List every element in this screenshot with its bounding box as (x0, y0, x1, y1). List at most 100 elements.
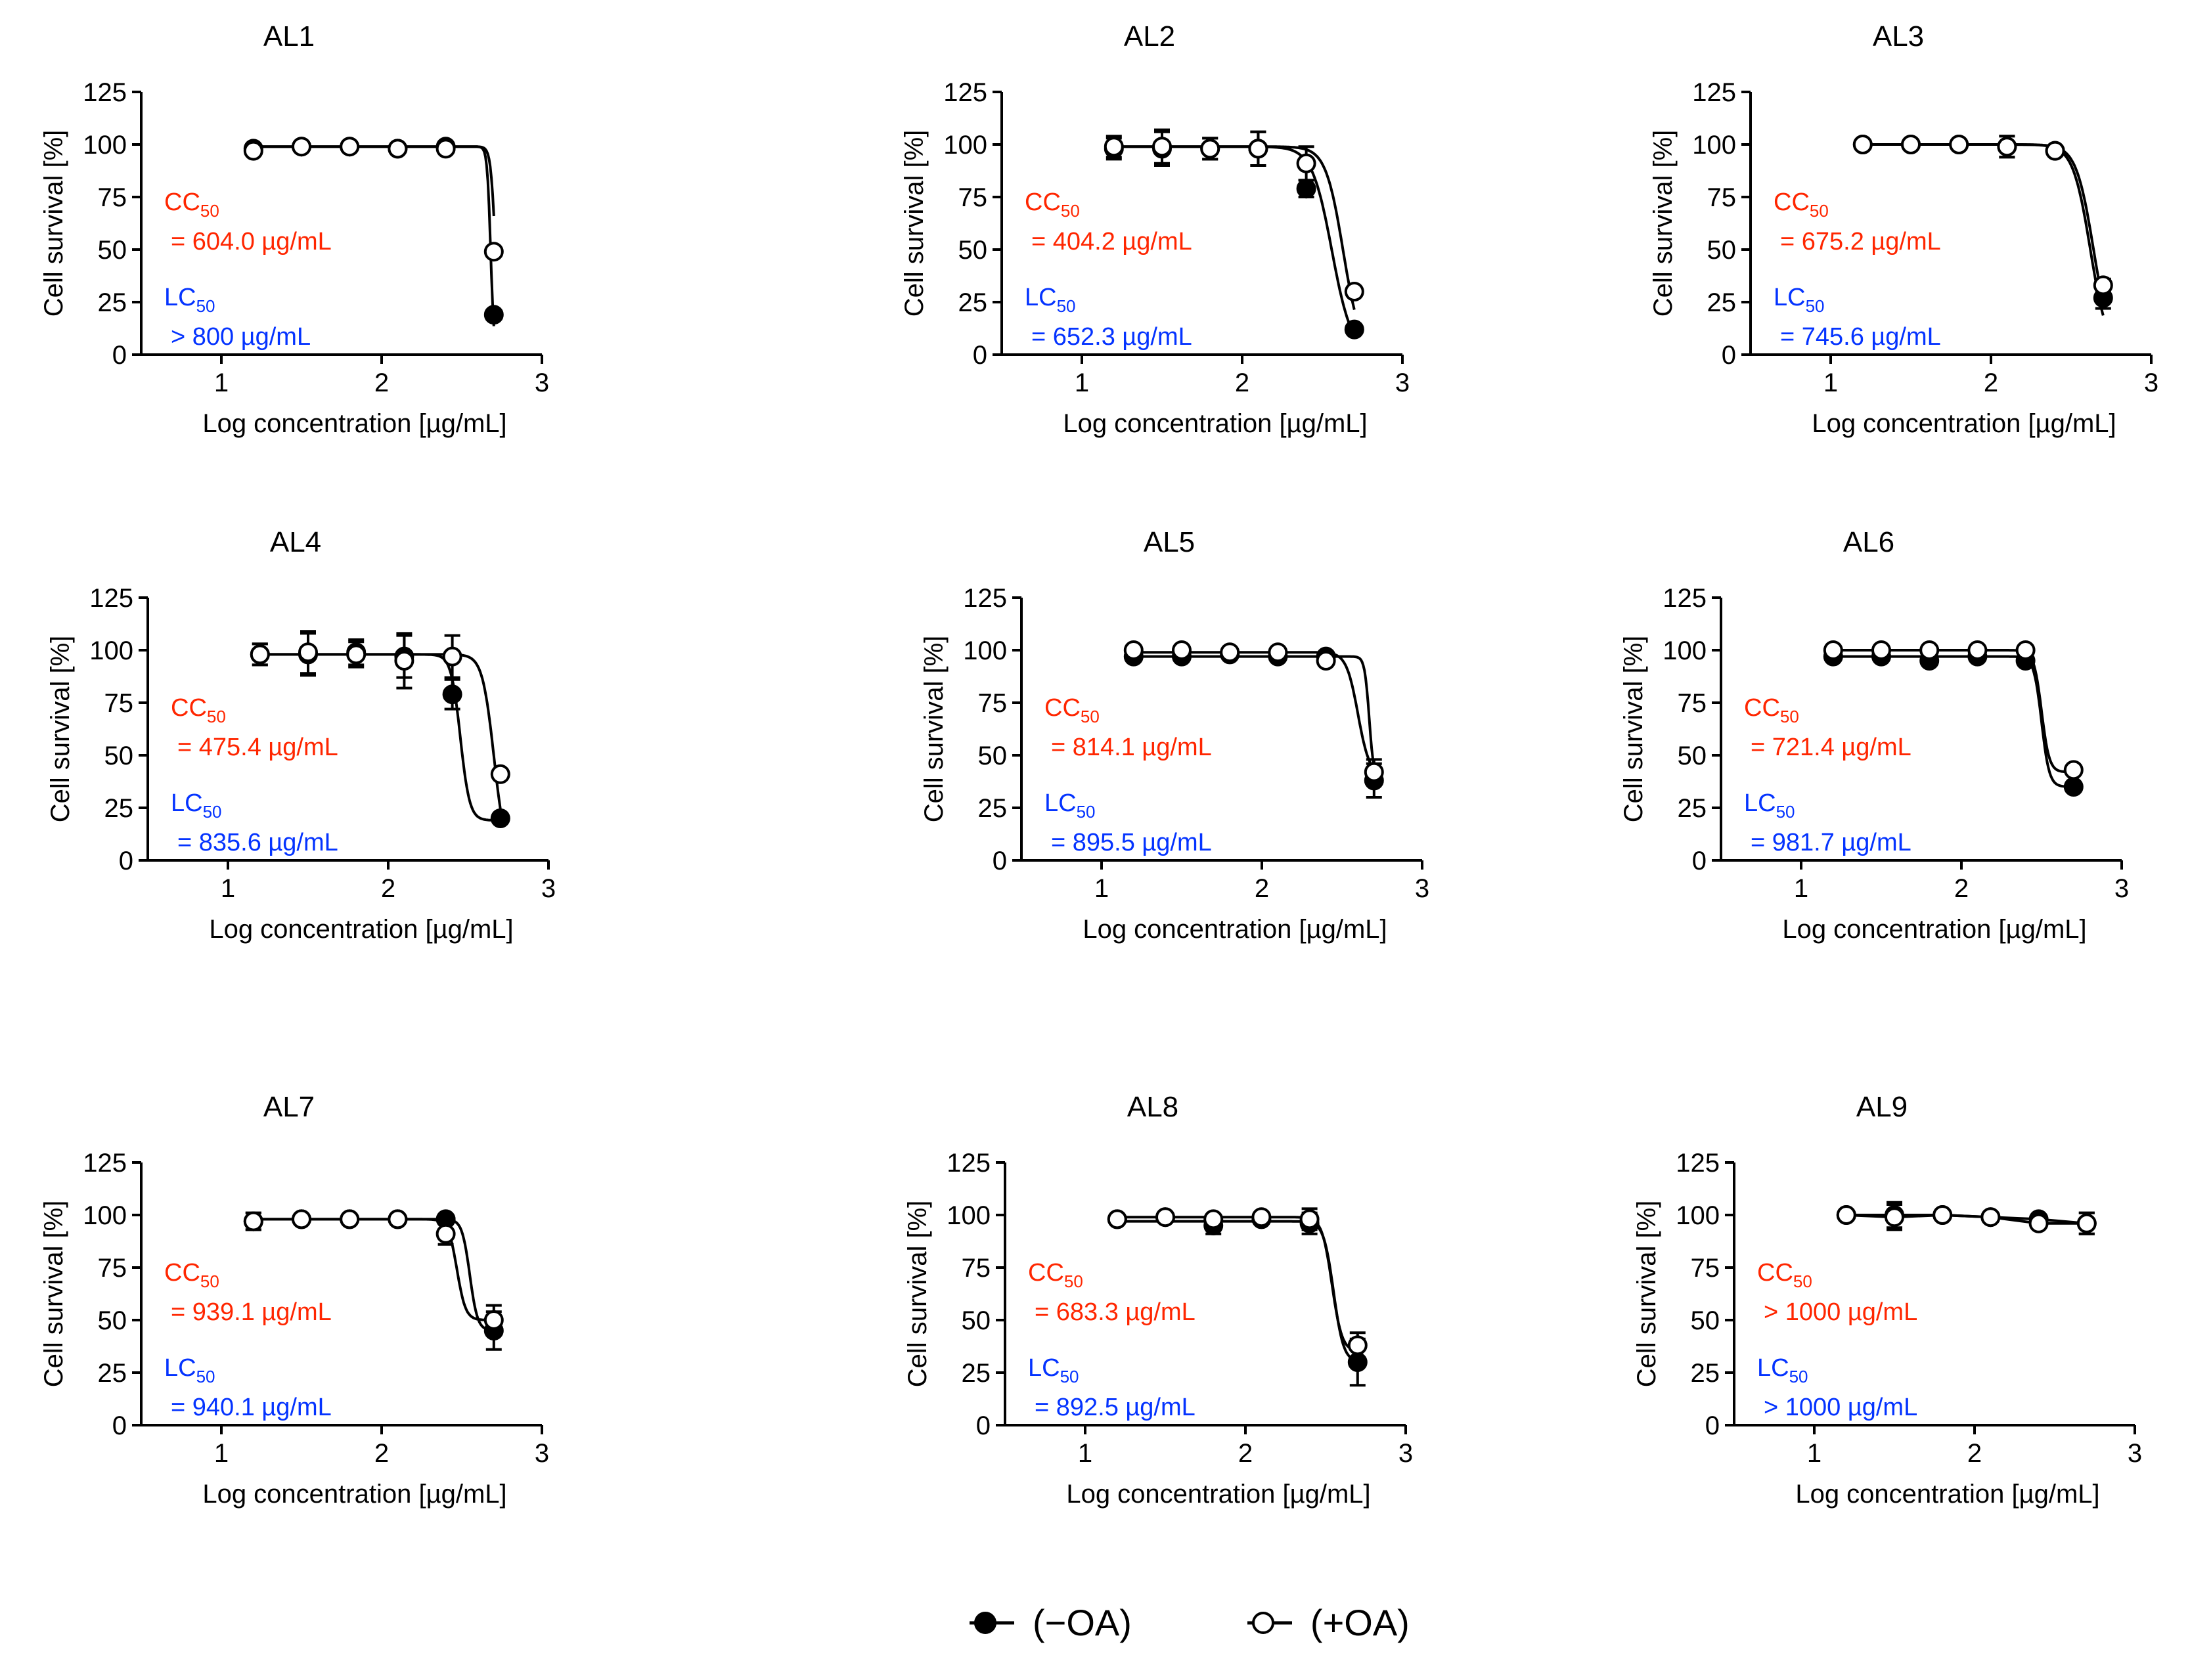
x-axis-label: Log concentration [µg/mL] (1063, 409, 1367, 438)
y-tick-label: 50 (98, 236, 127, 265)
cc50-label: CC50 (164, 1259, 219, 1291)
data-point (1203, 1209, 1224, 1229)
y-tick-label: 50 (958, 236, 988, 265)
y-tick-label: 75 (978, 689, 1008, 718)
cc50-label-text: CC (164, 188, 200, 216)
cc50-label: CC50 (164, 188, 219, 221)
data-point (1933, 1205, 1953, 1225)
data-point (1123, 640, 1144, 660)
y-tick-label: 25 (98, 1359, 127, 1388)
data-point (394, 651, 414, 671)
data-point (1296, 179, 1316, 199)
chart-panel-al6: AL6 0 25 50 75 100 125 1 2 3 Log concentration [µg… (1619, 526, 2129, 944)
lc50-label-text: LC (1028, 1354, 1060, 1382)
y-tick-label: 125 (1663, 584, 1707, 613)
x-axis-label: Log concentration [µg/mL] (1066, 1480, 1370, 1509)
lc50-value: = 895.5 µg/mL (1051, 829, 1212, 856)
axes: 0 25 50 75 100 125 1 2 3 (1676, 1149, 2142, 1468)
chart-title: AL2 (1124, 20, 1175, 53)
x-tick-label: 2 (374, 1439, 389, 1468)
x-tick-label: 3 (1395, 368, 1410, 397)
y-axis-label: Cell survival [%] (39, 130, 68, 317)
cc50-value: = 814.1 µg/mL (1051, 734, 1212, 761)
x-tick-label: 2 (1954, 874, 1969, 903)
y-tick-label: 100 (943, 131, 987, 160)
data-point (2028, 1213, 2049, 1233)
x-axis-label: Log concentration [µg/mL] (1795, 1480, 2099, 1509)
lc50-label: LC50 (171, 789, 222, 822)
chart-title: AL3 (1873, 20, 1924, 53)
cc50-label: CC50 (1025, 188, 1080, 221)
cc50-label: CC50 (1028, 1259, 1083, 1291)
y-tick-label: 0 (993, 847, 1007, 875)
axes: 0 25 50 75 100 125 1 2 3 (89, 584, 556, 903)
data-point (292, 1209, 311, 1229)
lc50-label-text: LC (164, 284, 196, 311)
y-tick-label: 125 (1692, 78, 1736, 107)
lc50-value: = 892.5 µg/mL (1035, 1394, 1196, 1421)
x-tick-label: 2 (1238, 1439, 1253, 1468)
y-tick-label: 125 (83, 1149, 127, 1178)
lc50-label-text: LC (1744, 789, 1776, 817)
data-point (1885, 1207, 1904, 1227)
chart-panel-al5: AL5 0 25 50 75 100 125 1 2 3 Log concentration [µg… (920, 526, 1429, 944)
y-axis-label: Cell survival [%] (1619, 636, 1648, 823)
data-point (436, 139, 456, 159)
y-tick-label: 50 (962, 1306, 991, 1335)
lc50-label: LC50 (1744, 789, 1795, 822)
series-plus-oa (250, 630, 510, 810)
data-point (483, 242, 504, 262)
cc50-subscript: 50 (200, 1271, 219, 1291)
y-tick-label: 125 (1676, 1149, 1720, 1178)
data-point (483, 1310, 504, 1330)
cc50-value: > 1000 µg/mL (1764, 1298, 1917, 1326)
axes: 0 25 50 75 100 125 1 2 3 (83, 78, 549, 397)
x-tick-label: 1 (214, 368, 229, 397)
data-point (1299, 1209, 1320, 1229)
chart-title: AL9 (1856, 1091, 1908, 1123)
x-tick-label: 2 (381, 874, 395, 903)
y-tick-label: 100 (83, 131, 127, 160)
chart-panel-al3: AL3 0 25 50 75 100 125 1 2 3 Log concentration [µg… (1649, 20, 2158, 438)
y-tick-label: 75 (958, 183, 988, 212)
chart-panel-al4: AL4 0 25 50 75 100 125 1 2 3 Log concentration [µg… (46, 526, 556, 944)
data-point (442, 646, 462, 667)
data-point (490, 764, 510, 784)
y-tick-label: 0 (1705, 1411, 1720, 1440)
lc50-subscript: 50 (1077, 802, 1096, 822)
data-point (388, 1209, 408, 1229)
y-tick-label: 125 (947, 1149, 991, 1178)
y-axis-label: Cell survival [%] (900, 130, 929, 317)
y-axis-label: Cell survival [%] (920, 636, 949, 823)
y-tick-label: 0 (112, 1411, 127, 1440)
lc50-subscript: 50 (1776, 802, 1795, 822)
series-plus-oa (1836, 1203, 2097, 1235)
y-tick-label: 100 (963, 636, 1007, 665)
legend-item-minus-oa: (−OA) (966, 1601, 1132, 1644)
series-plus-oa (1104, 128, 1364, 311)
x-tick-label: 2 (1984, 368, 1998, 397)
chart-title: AL8 (1127, 1091, 1178, 1123)
axes: 0 25 50 75 100 125 1 2 3 (83, 1149, 549, 1468)
lc50-subscript: 50 (1060, 1367, 1079, 1386)
lc50-label: LC50 (1774, 284, 1825, 316)
cc50-value: = 683.3 µg/mL (1035, 1298, 1196, 1326)
lc50-label: LC50 (164, 284, 215, 316)
fit-curve (1117, 1216, 1358, 1352)
x-tick-label: 1 (1807, 1439, 1821, 1468)
data-point (1316, 651, 1336, 671)
axes: 0 25 50 75 100 125 1 2 3 (947, 1149, 1413, 1468)
x-axis-label: Log concentration [µg/mL] (202, 1480, 506, 1509)
data-point (298, 642, 318, 663)
chart-panel-al9: AL9 0 25 50 75 100 125 1 2 3 Log concentration [µg… (1632, 1091, 2142, 1509)
y-tick-label: 125 (943, 78, 987, 107)
data-point (436, 1224, 456, 1244)
x-tick-label: 2 (1235, 368, 1249, 397)
cc50-value: = 675.2 µg/mL (1780, 228, 1941, 255)
x-tick-label: 2 (1967, 1439, 1982, 1468)
data-point (250, 644, 270, 665)
cc50-value: = 404.2 µg/mL (1031, 228, 1192, 255)
cc50-label-text: CC (1757, 1259, 1793, 1287)
chart-title: AL5 (1144, 526, 1195, 558)
series-plus-oa (243, 1209, 504, 1337)
